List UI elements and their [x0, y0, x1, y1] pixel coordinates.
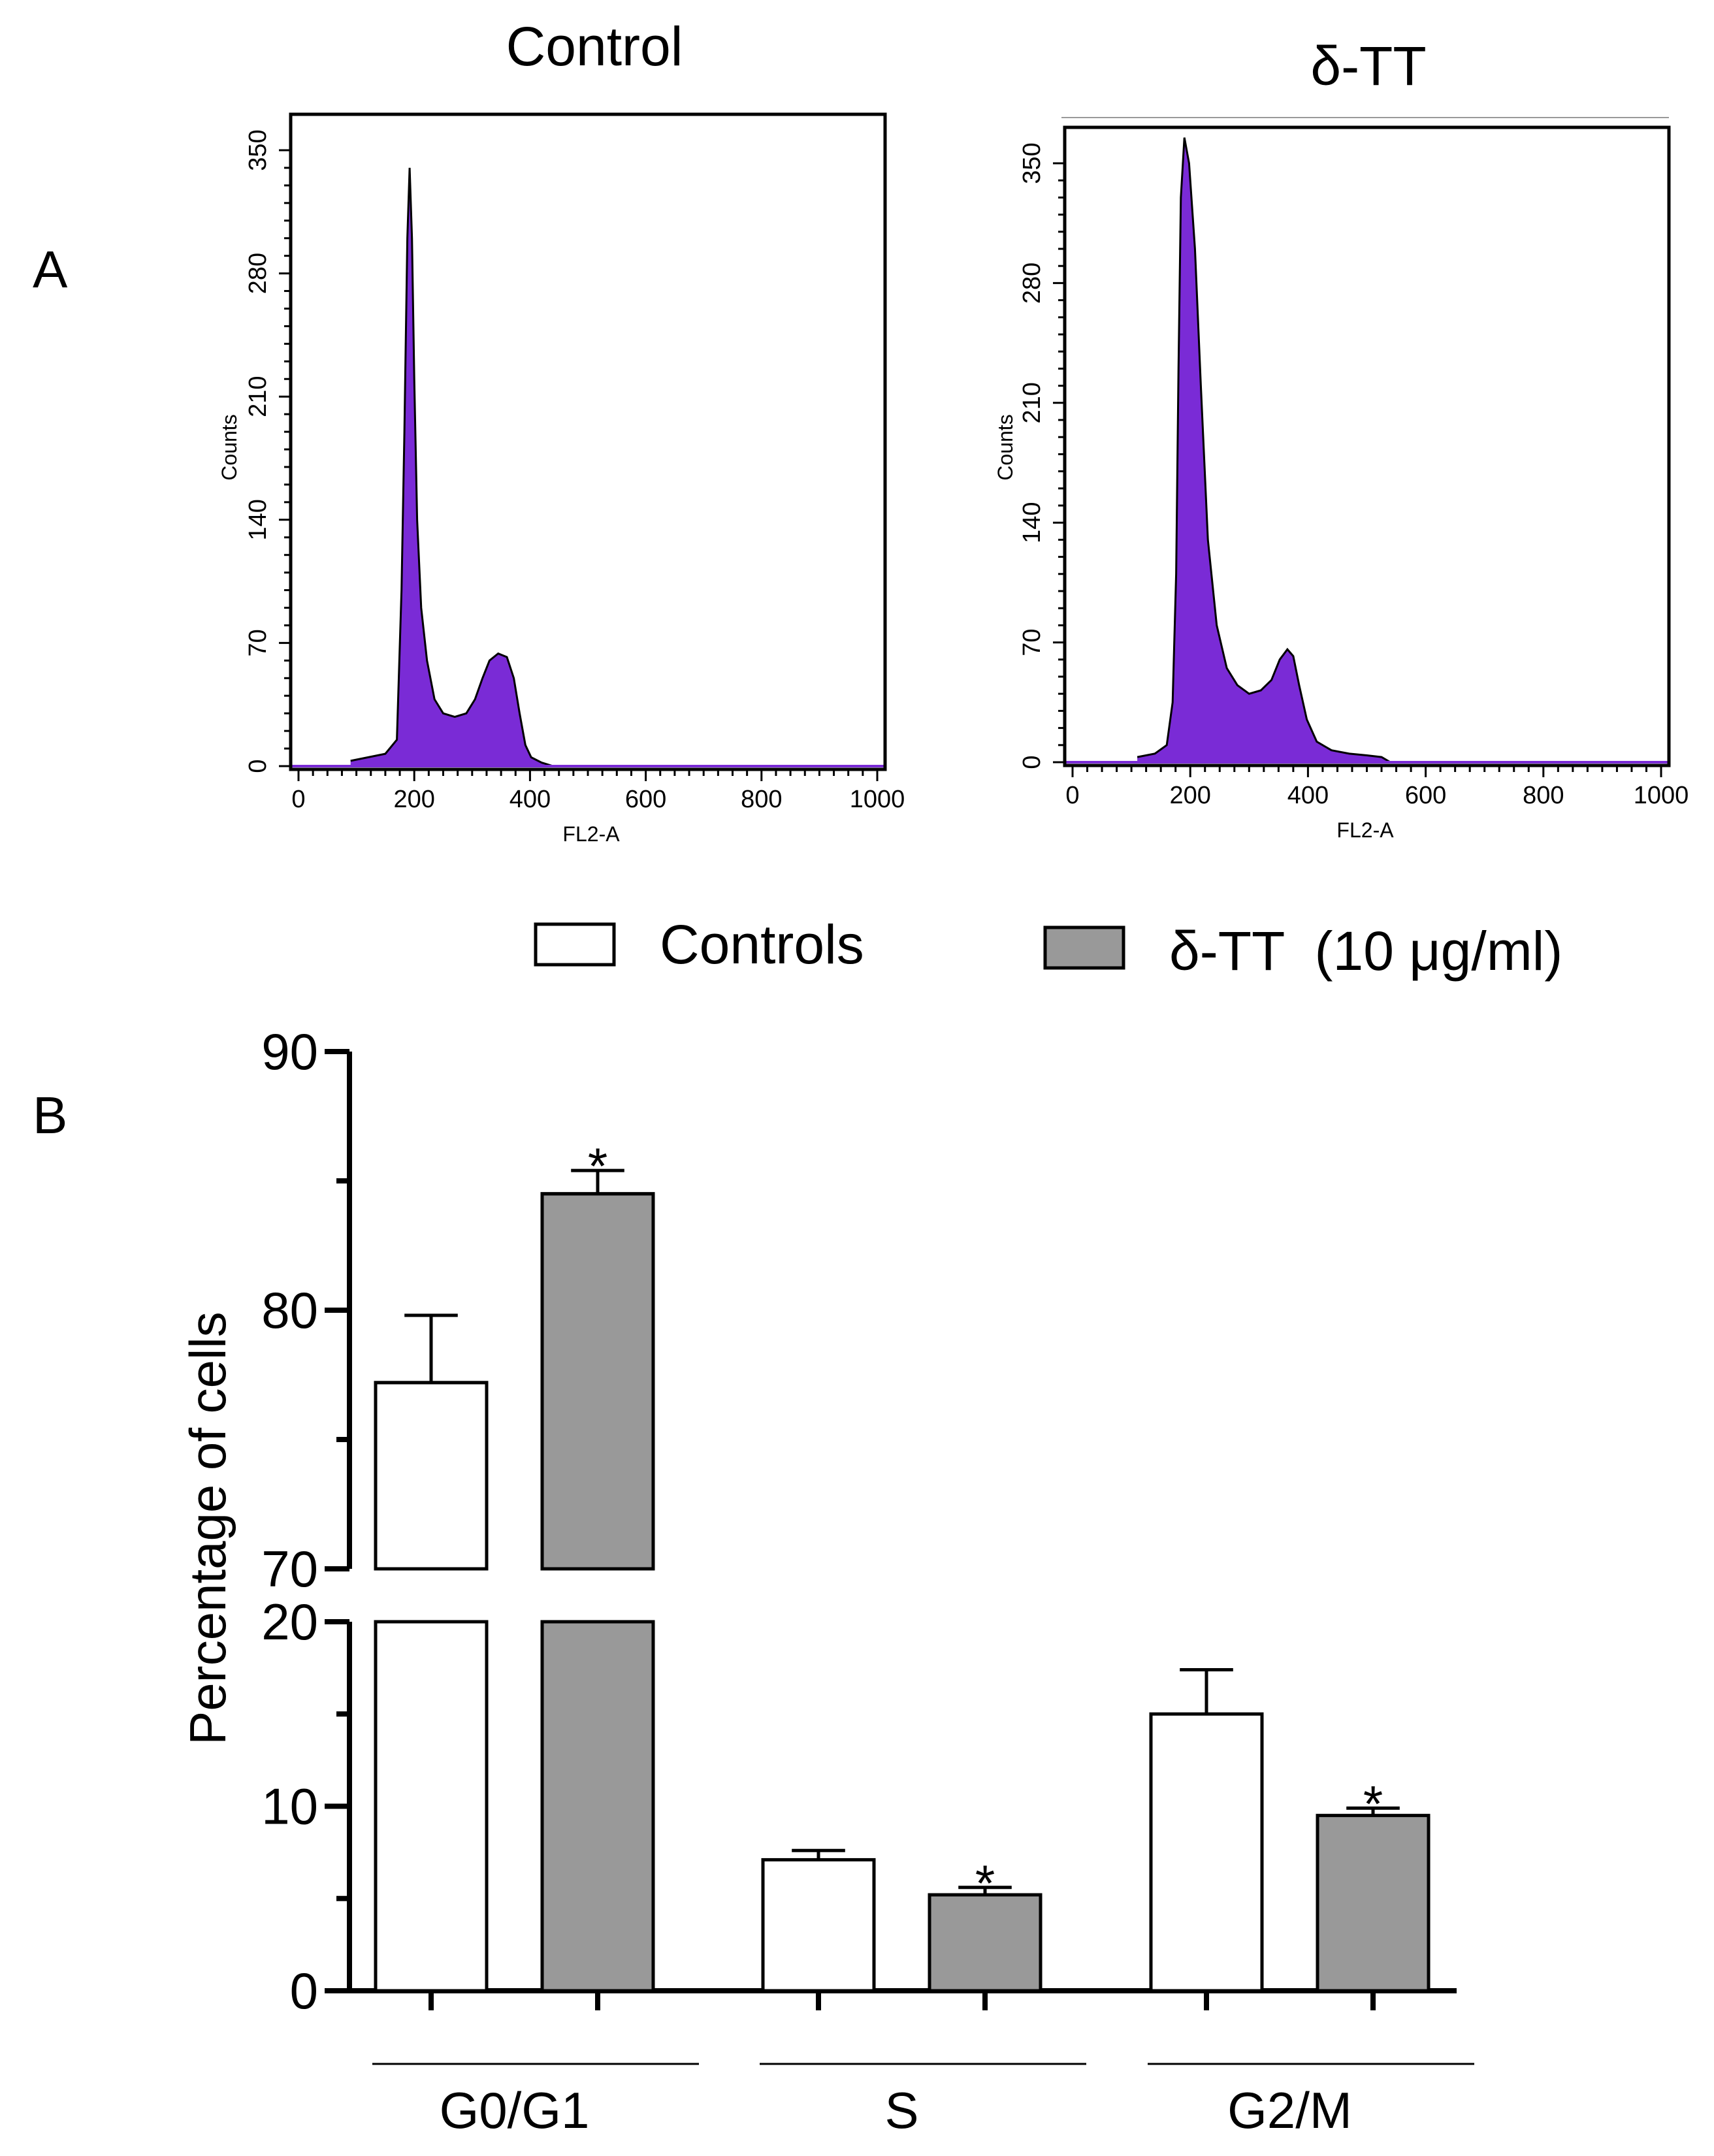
x-tick-label: 1000	[1634, 782, 1689, 809]
bar-controls-upper	[374, 1381, 489, 1571]
y-tick-label: 80	[261, 1281, 318, 1339]
y-tick-label: 70	[1018, 628, 1046, 656]
bar-controls	[1149, 1712, 1264, 1993]
panel-label-b: B	[33, 1086, 67, 1144]
y-tick-label: 280	[244, 253, 272, 294]
y-tick-label: 0	[290, 1962, 318, 2019]
x-axis-label: FL2-A	[562, 822, 620, 846]
plot-frame	[1063, 125, 1671, 767]
x-tick-label: 400	[509, 786, 551, 813]
legend-swatch-controls	[534, 922, 616, 967]
significance-marker: *	[975, 1854, 995, 1912]
y-tick-label: 140	[1018, 502, 1046, 543]
y-tick-label: 20	[261, 1593, 318, 1650]
plot-frame	[289, 112, 887, 771]
x-axis-label: FL2-A	[1336, 818, 1394, 842]
category-label: G2/M	[1227, 2082, 1352, 2139]
y-axis-label: Percentage of cells	[179, 1311, 236, 1745]
panel-label-a: A	[33, 240, 68, 298]
category-label: G0/G1	[440, 2082, 590, 2139]
legend-swatch-dtt	[1043, 925, 1125, 970]
x-tick-label: 0	[1065, 782, 1079, 809]
legend-label-dtt: δ-TT (10 μg/ml)	[1169, 920, 1562, 982]
x-tick-label: 600	[625, 786, 666, 813]
y-tick-label: 90	[261, 1023, 318, 1080]
histogram-area	[350, 167, 553, 766]
legend: Controls δ-TT (10 μg/ml)	[534, 914, 1562, 982]
histogram-title: Control	[506, 16, 683, 77]
y-tick-label: 210	[1018, 382, 1046, 423]
y-tick-label: 350	[1018, 142, 1046, 184]
legend-label-controls: Controls	[660, 914, 864, 975]
y-tick-label: 70	[244, 629, 272, 656]
y-axis-label: Counts	[218, 414, 241, 480]
histogram-control: Control FL2-A Counts 0 200 400 600 800 1000 0 7…	[218, 16, 905, 846]
significance-marker: *	[588, 1137, 607, 1195]
y-tick-label: 10	[261, 1778, 318, 1835]
y-tick-label: 210	[244, 376, 272, 417]
y-tick-label: 280	[1018, 263, 1046, 304]
x-tick-label: 1000	[850, 786, 905, 813]
y-tick-label: 140	[244, 499, 272, 540]
bar-controls-lower	[374, 1620, 489, 1993]
bar-dtt-lower	[540, 1620, 655, 1993]
histogram-area	[1137, 137, 1391, 762]
x-tick-label: 400	[1287, 782, 1329, 809]
x-tick-label: 200	[1169, 782, 1210, 809]
y-tick-label: 0	[244, 759, 272, 773]
x-tick-label: 800	[741, 786, 782, 813]
bar-controls	[761, 1858, 876, 1993]
histogram-title: δ-TT	[1310, 35, 1426, 97]
bar-dtt	[1316, 1814, 1431, 1993]
histogram-outline	[1137, 137, 1391, 764]
x-tick-label: 800	[1523, 782, 1564, 809]
x-tick-label: 600	[1405, 782, 1446, 809]
y-tick-label: 0	[1018, 755, 1046, 769]
y-axis-label: Counts	[994, 414, 1017, 480]
category-label: S	[884, 2082, 918, 2139]
bar-dtt-upper	[540, 1192, 655, 1571]
histogram-outline	[350, 167, 554, 767]
y-tick-label: 350	[244, 129, 272, 170]
significance-marker: *	[1363, 1775, 1383, 1832]
x-tick-label: 0	[291, 786, 305, 813]
x-tick-label: 200	[393, 786, 434, 813]
histogram-dtt: δ-TT FL2-A Counts 0 200 400 600 800 1000 0 70 14…	[994, 35, 1689, 842]
y-tick-label: 70	[261, 1540, 318, 1598]
